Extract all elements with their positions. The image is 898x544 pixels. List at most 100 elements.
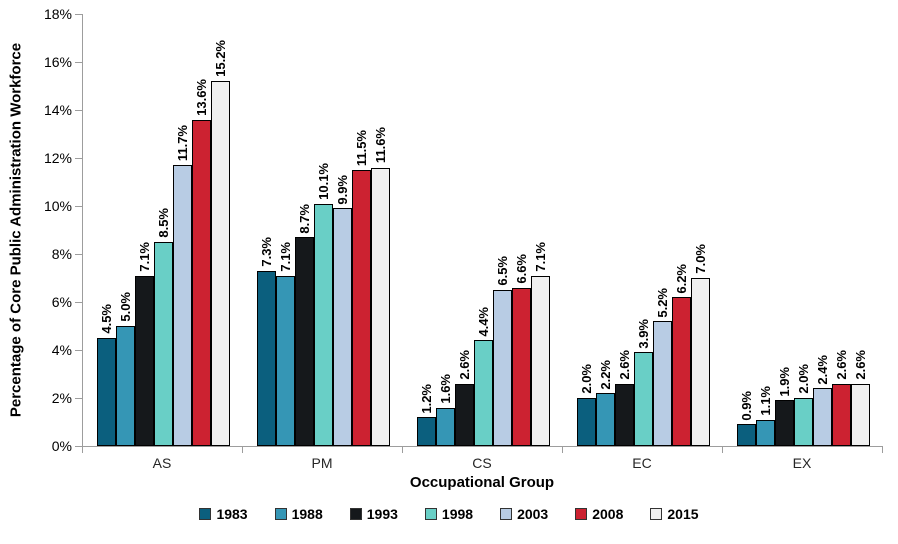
bar-1988-as [115,326,135,446]
bar-column: 3.9% [633,14,653,446]
bar-column: 2.6% [614,14,634,446]
bar-value-label: 2.6% [833,349,849,380]
bar-value-label: 11.7% [174,125,190,162]
bar-value-label: 15.2% [212,40,228,78]
bar-2015-ec [690,278,710,446]
x-axis-category-labels: AS PM CS EC EX [82,455,882,471]
bar-column: 7.1% [530,14,550,446]
bar-column: 11.7% [172,14,192,446]
legend-item-2003: 2003 [500,506,548,522]
legend-swatch-icon [424,508,437,520]
bar-2008-cs [511,287,531,446]
bar-column: 2.6% [831,14,851,446]
legend-label: 1998 [441,506,474,522]
bar-group-pm: 7.3% 7.1% 8.7% 10.1% 9.9% 11.5% 11.6% [243,14,403,446]
bar-value-label: 9.9% [334,174,350,205]
bar-2015-cs [530,275,550,446]
bar-group-cs: 1.2% 1.6% 2.6% 4.4% 6.5% 6.6% 7.1% [403,14,563,446]
legend-swatch-icon [274,508,287,520]
bar-column: 7.1% [134,14,154,446]
bar-column: 1.1% [755,14,775,446]
x-axis-tick [562,447,563,453]
bar-column: 1.9% [774,14,794,446]
bar-column: 2.0% [576,14,596,446]
bar-2008-ec [671,297,691,446]
bar-value-label: 8.5% [155,208,171,238]
y-axis-tick-label: 6% [51,294,72,310]
bar-column: 13.6% [191,14,211,446]
legend-item-1998: 1998 [424,506,474,522]
y-axis-tick-label: 18% [43,6,72,22]
x-axis-tick [82,447,83,453]
bar-group-as: 4.5% 5.0% 7.1% 8.5% 11.7% 13.6% 15.2% [83,14,243,446]
bar-1988-ex [755,419,775,446]
category-label-cs: CS [472,455,492,471]
bar-2015-as [210,81,230,446]
bar-value-label: 6.6% [513,253,529,284]
bar-column: 7.0% [690,14,710,446]
bar-2008-as [191,119,211,446]
legend-item-2015: 2015 [650,506,699,522]
y-axis-tick-label: 0% [51,438,72,454]
y-axis-tick-label: 8% [51,246,72,262]
bar-1993-ex [774,400,794,446]
x-axis-tick [882,447,883,453]
category-label-ec: EC [632,455,652,471]
bar-1983-cs [416,417,436,446]
bar-column: 6.5% [492,14,512,446]
bar-1998-as [153,242,173,446]
bar-column: 2.2% [595,14,615,446]
bar-column: 4.4% [473,14,493,446]
bar-1993-ec [614,383,634,446]
legend: 1983 1988 1993 1998 2003 2008 2015 [0,506,898,522]
bar-2003-as [172,165,192,446]
bar-1998-pm [313,203,333,446]
bar-2003-cs [492,290,512,446]
bar-column: 6.2% [671,14,691,446]
bar-value-label: 7.1% [136,241,152,272]
bar-2008-ex [831,383,851,446]
legend-swatch-icon [349,508,362,520]
legend-swatch-icon [650,508,663,520]
y-axis-tick [75,398,82,399]
bar-1983-ec [576,398,596,446]
y-axis-tick-label: 16% [43,54,72,70]
bar-column: 0.9% [736,14,756,446]
bar-value-label: 1.1% [757,385,773,416]
x-axis-tick [242,447,243,453]
plot-area: 4.5% 5.0% 7.1% 8.5% 11.7% 13.6% 15.2% 7.3% 7.1% 8… [82,14,883,447]
legend-swatch-icon [500,508,513,520]
bar-value-label: 7.1% [532,241,548,272]
legend-label: 1988 [291,506,323,522]
bar-column: 5.2% [652,14,672,446]
category-label-as: AS [152,455,172,471]
bar-value-label: 2.6% [456,349,472,380]
y-axis-tick [75,62,82,63]
category-label-ex: EX [792,455,812,471]
bar-group-ex: 0.9% 1.1% 1.9% 2.0% 2.4% 2.6% 2.6% [723,14,883,446]
bar-column: 4.5% [96,14,116,446]
bar-value-label: 3.9% [635,318,651,349]
bar-column: 5.0% [115,14,135,446]
bar-2003-ex [812,388,832,446]
bar-value-label: 8.7% [296,203,312,234]
bar-1998-ec [633,352,653,446]
bar-value-label: 2.0% [578,364,594,394]
y-axis-tick [75,446,82,447]
x-axis-tick [402,447,403,453]
bar-column: 11.5% [351,14,371,446]
bar-2003-pm [332,208,352,446]
bar-value-label: 7.1% [277,241,293,272]
legend-swatch-icon [575,508,588,520]
y-axis-tick [75,254,82,255]
bar-value-label: 5.0% [117,292,133,322]
legend-swatch-icon [199,508,212,520]
bar-column: 11.6% [370,14,390,446]
bar-1993-pm [294,237,314,446]
bar-column: 1.2% [416,14,436,446]
bar-value-label: 1.6% [437,373,453,404]
legend-item-2008: 2008 [575,506,623,522]
bar-value-label: 11.5% [353,129,369,166]
legend-item-1988: 1988 [274,506,323,522]
